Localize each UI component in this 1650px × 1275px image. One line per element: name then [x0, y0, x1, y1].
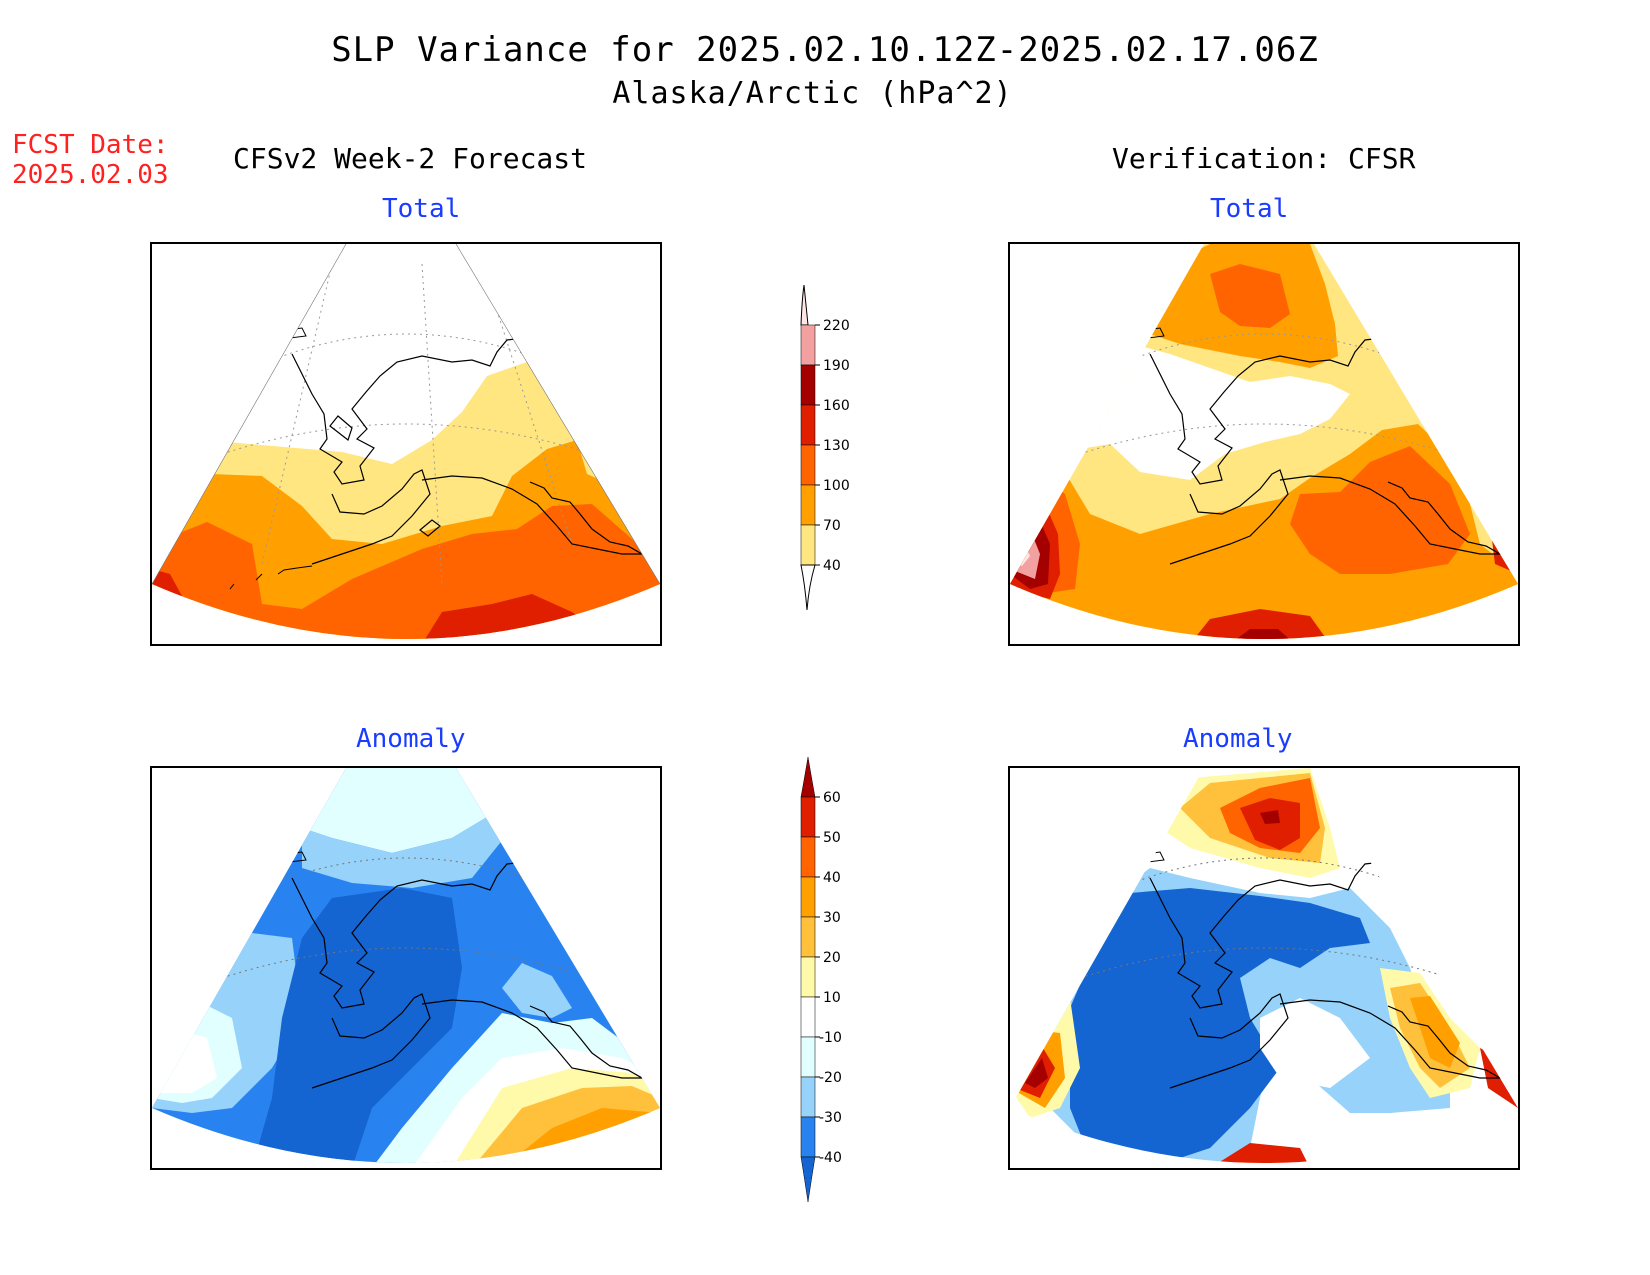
anomaly-tick: -20	[819, 1070, 842, 1086]
band-above-60-west	[1025, 1058, 1048, 1088]
band-160-190-south	[1230, 629, 1295, 639]
anomaly-tick: -40	[819, 1150, 842, 1166]
cbar-total-70-100	[800, 484, 816, 526]
band-190-220-west	[1010, 524, 1040, 579]
cbar-anom-40-50	[800, 836, 816, 878]
band-below-40	[152, 244, 660, 464]
cbar-anom-minus30-minus20	[800, 1076, 816, 1118]
band-100-130-north	[1210, 264, 1290, 328]
verification-total-label: Total	[1210, 194, 1289, 224]
cbar-anom-30-40	[800, 876, 816, 918]
anomaly-tick: 50	[823, 830, 841, 846]
band-minus30-minus20-north	[302, 808, 512, 888]
cbar-total-40-70	[800, 524, 816, 566]
anomaly-tick: -10	[819, 1030, 842, 1046]
total-tick: 130	[823, 438, 850, 454]
band-100-130-east	[1290, 446, 1470, 574]
cbar-anom-20-30	[800, 916, 816, 958]
band-above-60-north	[1260, 810, 1280, 824]
band-below-40	[1080, 346, 1350, 480]
coastline	[291, 319, 645, 565]
anomaly-tick: 10	[823, 990, 841, 1006]
band-below-minus40	[1070, 888, 1370, 1163]
total-tick: 100	[823, 478, 850, 494]
total-tick: 220	[823, 318, 850, 334]
cbar-anom-minus40-minus30	[800, 1116, 816, 1158]
map-title: SLP Variance for 2025.02.10.12Z-2025.02.…	[331, 30, 1319, 70]
forecast-total-map	[150, 242, 662, 646]
forecast-anomaly-label: Anomaly	[356, 724, 466, 754]
verification-anomaly-map	[1008, 766, 1520, 1170]
band-below-minus40	[252, 888, 462, 1163]
cbar-anom-10-20	[800, 956, 816, 998]
band-40-60-north	[1240, 798, 1300, 850]
forecast-anomaly-map	[150, 766, 662, 1170]
anomaly-tick: -30	[819, 1110, 842, 1126]
map-subtitle: Alaska/Arctic (hPa^2)	[612, 76, 1013, 111]
cbar-total-130-160	[800, 404, 816, 446]
band-130-160-south	[1190, 609, 1330, 639]
anomaly-tick: 40	[823, 870, 841, 886]
band-minus20-minus10-north	[302, 768, 502, 853]
cbar-total-bottom-cap	[800, 564, 816, 610]
total-colorbar: 220 190 160 130 100 70 40	[800, 285, 850, 610]
cbar-total-top-cap	[800, 285, 809, 326]
total-tick: 70	[823, 518, 841, 534]
fcst-date-label: FCST Date:	[12, 130, 169, 160]
forecast-total-label: Total	[382, 194, 461, 224]
anomaly-tick: 20	[823, 950, 841, 966]
cbar-anom-50-60	[800, 796, 816, 838]
cbar-anom-top-cap	[800, 757, 816, 798]
cbar-total-160-190	[800, 364, 816, 406]
verification-total-map	[1008, 242, 1520, 646]
band-30-60-south	[1210, 1143, 1310, 1163]
band-minus10-10-east	[1260, 998, 1370, 1088]
total-tick: 160	[823, 398, 850, 414]
total-tick: 190	[823, 358, 850, 374]
verification-column-heading: Verification: CFSR	[1112, 142, 1416, 175]
fcst-date-value: 2025.02.03	[12, 160, 169, 190]
sector-outline	[152, 244, 660, 585]
cbar-total-100-130	[800, 444, 816, 486]
cbar-total-190-220	[800, 324, 816, 366]
verification-anomaly-label: Anomaly	[1183, 724, 1293, 754]
cbar-anom-minus10-10	[800, 996, 816, 1038]
anomaly-colorbar: 60 50 40 30 20 10 -10 -20 -30 -40	[800, 757, 842, 1203]
island-chain	[229, 565, 313, 590]
band-minus30-minus20-east	[502, 963, 572, 1018]
anomaly-tick: 30	[823, 910, 841, 926]
cbar-anom-minus20-minus10	[800, 1036, 816, 1078]
anomaly-tick: 60	[823, 790, 841, 806]
forecast-column-heading: CFSv2 Week-2 Forecast	[233, 142, 588, 175]
cbar-anom-bottom-cap	[800, 1156, 816, 1203]
total-tick: 40	[823, 558, 841, 574]
